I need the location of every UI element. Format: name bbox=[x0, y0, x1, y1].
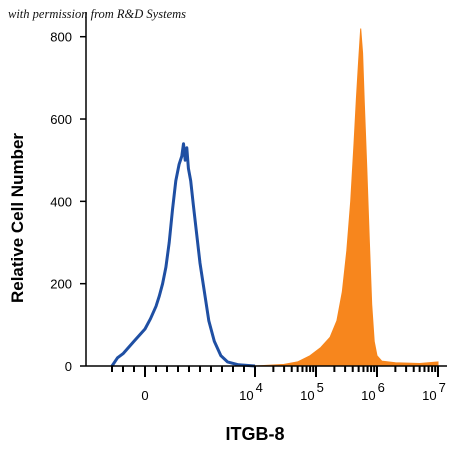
y-tick-label-600: 600 bbox=[50, 112, 72, 127]
y-tick-label-400: 400 bbox=[50, 194, 72, 209]
permission-note: with permission from R&D Systems bbox=[8, 7, 187, 21]
x-tick-label-1000000: 106 bbox=[361, 380, 385, 403]
x-tick-label-10000: 104 bbox=[239, 380, 263, 403]
x-tick-label-100000: 105 bbox=[300, 380, 324, 403]
series-0-line bbox=[110, 142, 256, 368]
y-tick-label-800: 800 bbox=[50, 30, 72, 45]
x-axis-label: ITGB-8 bbox=[225, 424, 285, 444]
x-tick-label-10000000: 107 bbox=[422, 380, 446, 403]
y-tick-label-0: 0 bbox=[65, 359, 72, 374]
y-tick-label-200: 200 bbox=[50, 277, 72, 292]
series-1-area bbox=[254, 28, 439, 367]
y-axis-label: Relative Cell Number bbox=[8, 132, 27, 304]
x-tick-label-0: 0 bbox=[141, 388, 148, 403]
